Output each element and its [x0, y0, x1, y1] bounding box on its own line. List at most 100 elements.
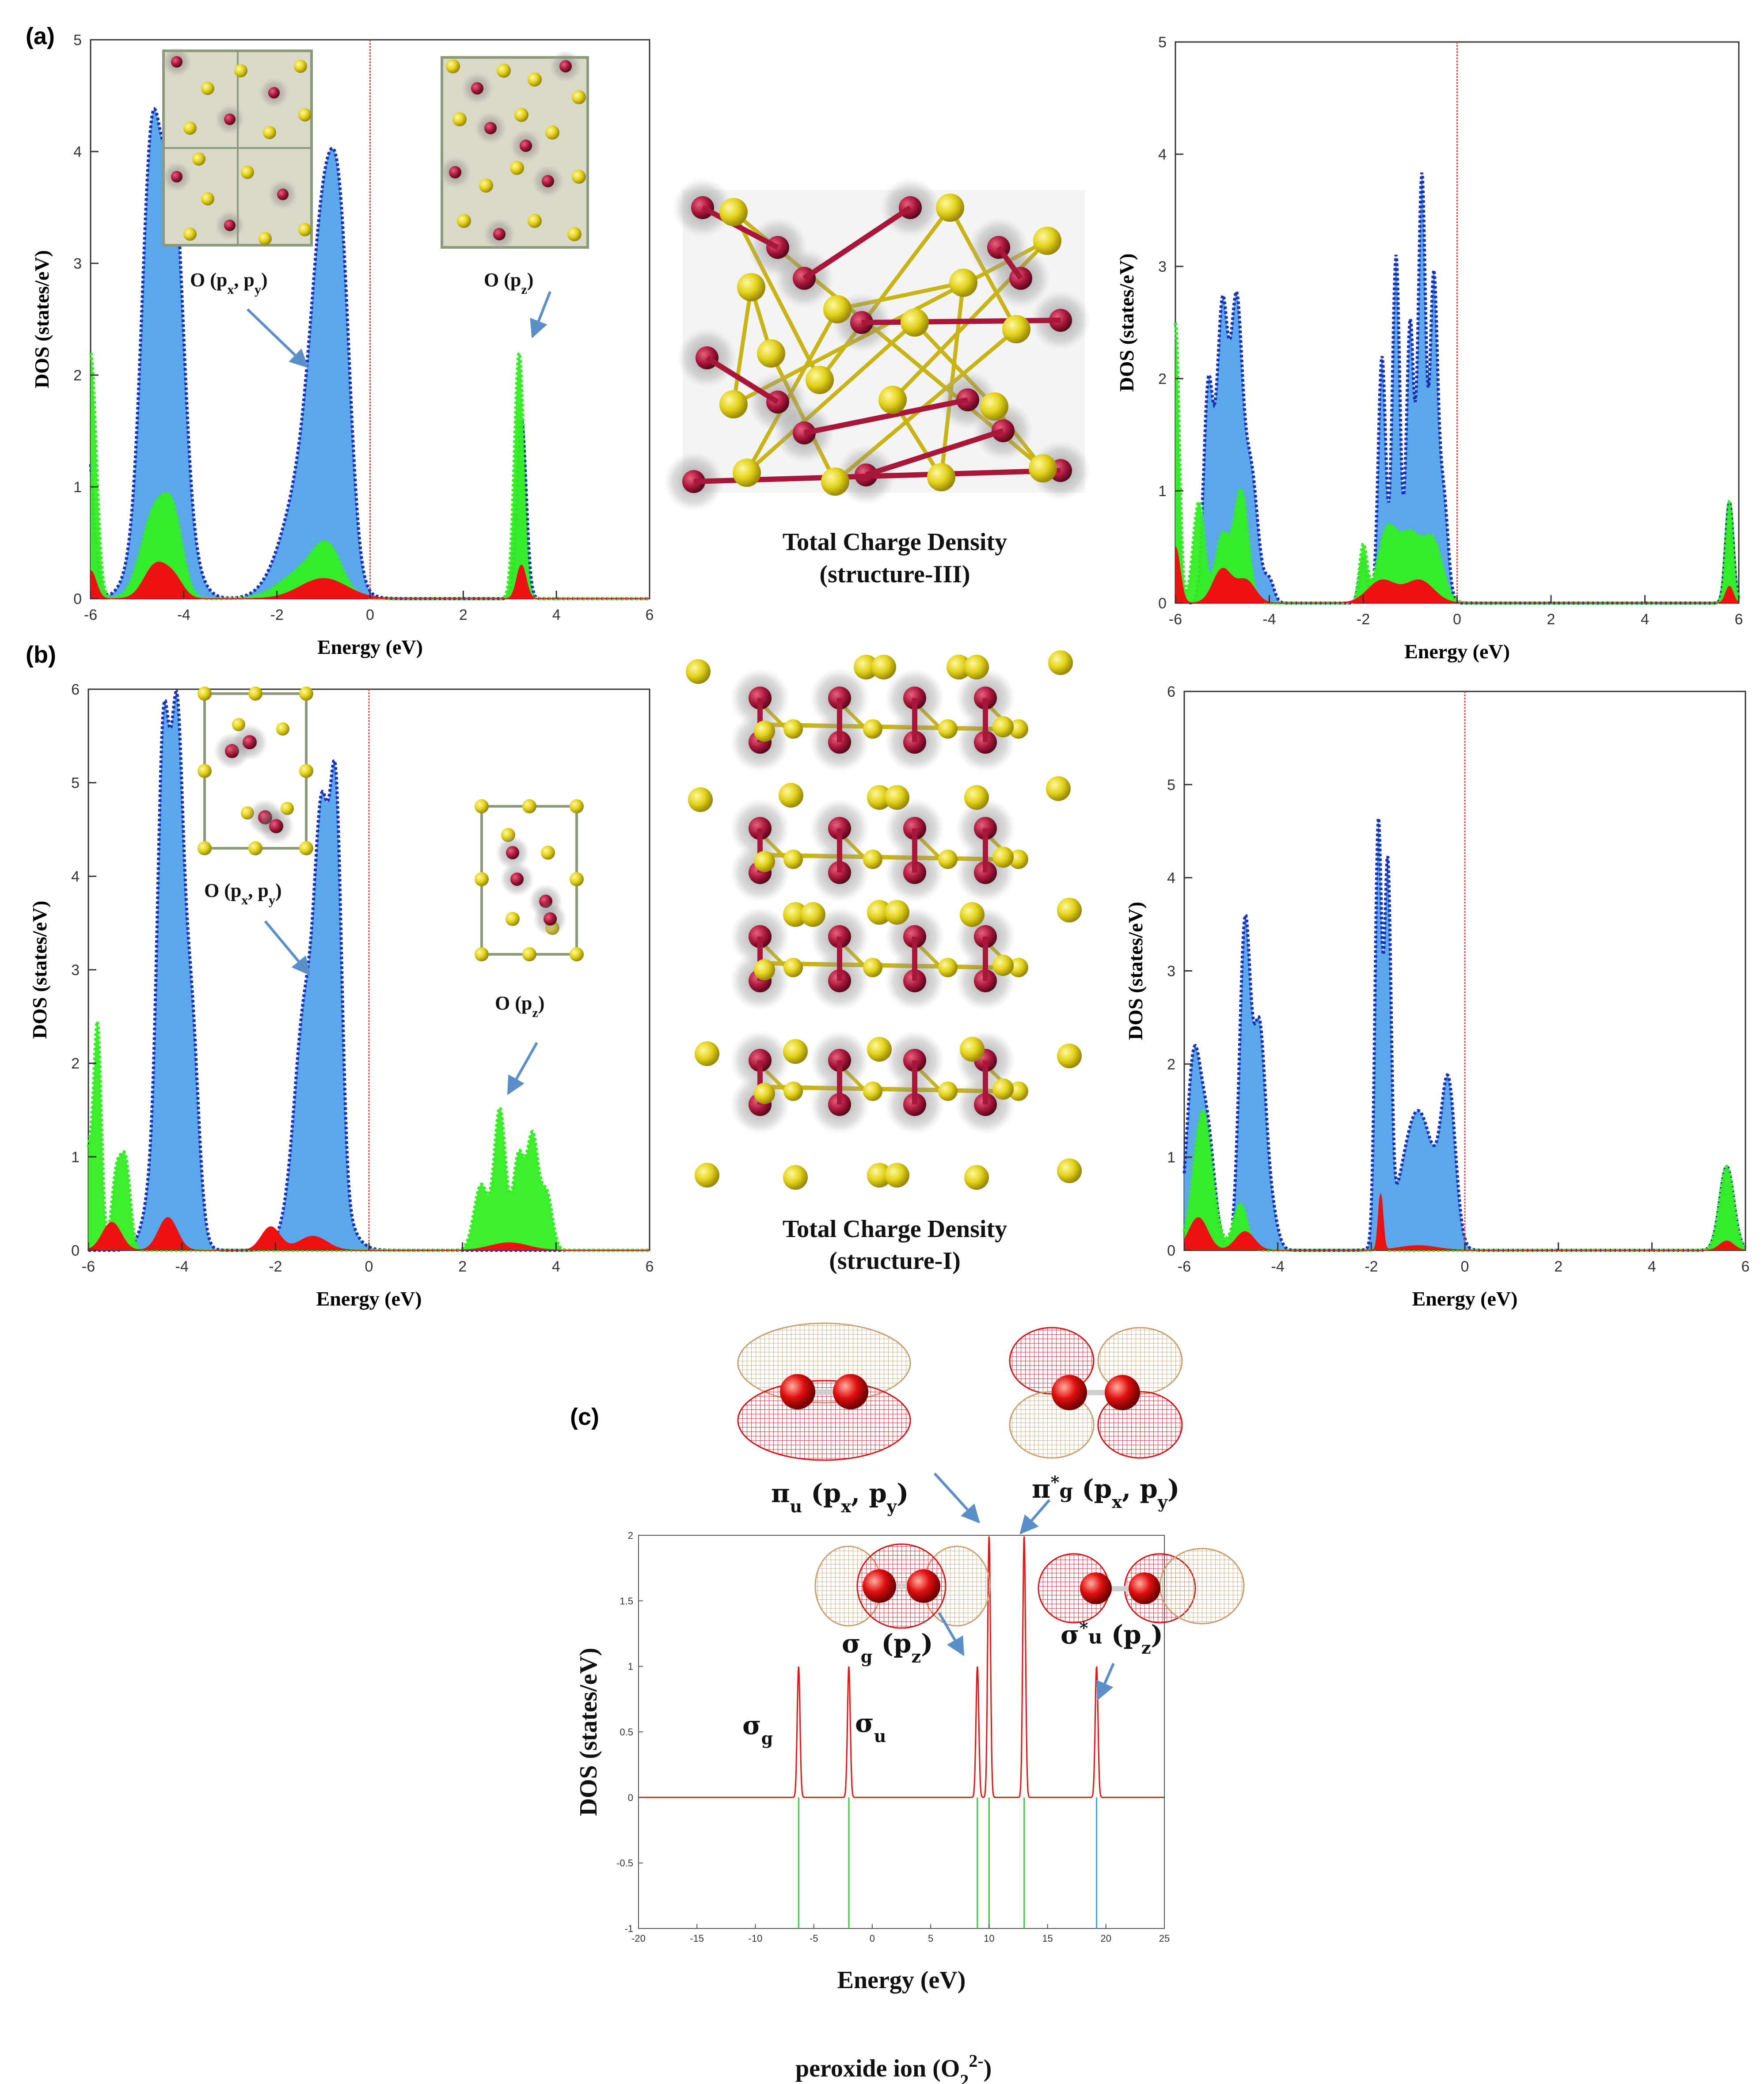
sulfur-atom — [528, 72, 542, 87]
sulfur-atom — [299, 687, 313, 701]
arrow-pi-g — [1019, 1499, 1051, 1535]
sulfur-atom — [294, 60, 307, 73]
sulfur-atom — [863, 1082, 882, 1101]
y-tick-label: 5 — [1167, 777, 1175, 793]
sulfur-atom — [248, 687, 262, 701]
y-tick-label: 2 — [71, 1055, 80, 1072]
x-tick-label: 0 — [1461, 1258, 1469, 1275]
sulfur-atom — [201, 82, 214, 95]
sulfur-atom — [475, 799, 489, 813]
x-tick-label: 6 — [1735, 611, 1743, 628]
sulfur-atom — [497, 64, 511, 78]
y-tick-label: -0.5 — [616, 1858, 633, 1869]
sulfur-atom — [457, 214, 471, 228]
x-tick-label: 2 — [458, 1258, 467, 1275]
oxygen-atom — [493, 228, 506, 240]
oxygen-atom — [559, 60, 572, 72]
sulfur-atom — [754, 721, 775, 742]
charge-structure-III: (structure-III) — [819, 561, 970, 588]
sulfur-atom — [695, 1163, 719, 1188]
sulfur-atom — [1057, 1044, 1082, 1068]
sulfur-atom — [298, 223, 312, 236]
sulfur-atom — [719, 390, 748, 418]
sulfur-atom — [572, 90, 586, 104]
dos-line-total — [1182, 818, 1747, 1252]
oxygen-atom — [544, 912, 557, 926]
dos-spin-up-line — [639, 1536, 1164, 1798]
panel-label-b: (b) — [26, 642, 56, 668]
x-axis-label: Energy (eV) — [1404, 640, 1510, 663]
oxygen-atom — [506, 846, 519, 859]
oxygen-atom — [449, 166, 461, 178]
x-tick-label: -6 — [84, 607, 97, 623]
x-tick-label: 10 — [984, 1933, 994, 1944]
sulfur-atom — [719, 198, 748, 226]
y-tick-label: 0 — [1158, 595, 1167, 612]
sulfur-atom — [863, 850, 882, 869]
x-tick-label: 2 — [1547, 611, 1555, 628]
sulfur-atom — [688, 787, 713, 812]
bond — [705, 355, 779, 405]
sulfur-atom — [867, 785, 892, 810]
sulfur-atom — [276, 722, 289, 736]
y-tick-label: 4 — [71, 868, 80, 885]
x-tick-label: 6 — [1741, 1258, 1750, 1275]
sulfur-atom — [1029, 454, 1057, 482]
sulfur-atom — [733, 459, 761, 487]
dos-fill-red — [91, 562, 650, 599]
x-tick-label: 0 — [366, 607, 374, 623]
sulfur-atom — [964, 655, 989, 679]
x-tick-label: -2 — [269, 1258, 282, 1275]
dos-fill-red — [1175, 547, 1739, 603]
sulfur-atom — [938, 1082, 958, 1101]
sulfur-atom — [1048, 650, 1073, 675]
sulfur-atom — [522, 947, 536, 961]
orbital-sigma-g-pz — [814, 1543, 991, 1629]
arrow-a-pz — [530, 291, 551, 338]
sulfur-atom — [475, 872, 489, 886]
x-axis-label: Energy (eV) — [316, 1287, 422, 1310]
sulfur-atom — [783, 1165, 808, 1190]
sulfur-atom — [885, 900, 909, 925]
y-tick-label: 0 — [73, 591, 82, 607]
y-tick-label: 0 — [71, 1242, 80, 1259]
sulfur-atom — [506, 912, 520, 926]
sulfur-atom — [248, 841, 262, 855]
y-axis-label: DOS (states/eV) — [1115, 254, 1138, 392]
sulfur-atom — [183, 121, 197, 135]
sulfur-atom — [960, 902, 985, 927]
arrow-b-pz — [507, 1042, 538, 1095]
sulfur-atom — [1009, 719, 1028, 739]
sulfur-atom — [863, 719, 882, 739]
sulfur-atom — [964, 785, 989, 810]
sulfur-atom — [867, 1163, 892, 1188]
sulfur-atom — [783, 850, 803, 869]
label-pi-g-star: π*g (px, py) — [1032, 1472, 1179, 1512]
x-tick-label: 6 — [646, 607, 654, 623]
sulfur-atom — [949, 269, 977, 297]
y-tick-label: 2 — [628, 1530, 633, 1541]
label-pi-u: πu (px, py) — [771, 1478, 909, 1516]
x-axis-label: Energy (eV) — [1412, 1287, 1518, 1310]
arrow-a-pxpy — [246, 308, 309, 368]
y-tick-label: 1 — [628, 1661, 633, 1672]
sulfur-atom — [299, 764, 313, 778]
sulfur-atom — [806, 366, 834, 394]
sulfur-atom — [475, 947, 489, 961]
sulfur-atom — [570, 872, 584, 886]
oxygen-atom — [268, 87, 280, 99]
sulfur-atom — [801, 902, 825, 927]
dos-chart-structure-I-right: -6 -4 -2 0 2 4 6 0 1 2 3 4 5 6 Energy (eV) DOS (states/… — [1124, 683, 1749, 1310]
oxygen-atom — [542, 175, 554, 187]
sulfur-atom — [783, 1039, 808, 1064]
dos-fill-green — [88, 1021, 650, 1250]
sulfur-atom — [570, 947, 584, 961]
sulfur-atom — [885, 1163, 909, 1188]
sulfur-atom — [938, 719, 958, 739]
y-axis-label: DOS (states/eV) — [575, 1647, 602, 1816]
sulfur-atom — [754, 851, 775, 872]
y-tick-label: 1 — [71, 1149, 80, 1165]
charge-structure-I: (structure-I) — [829, 1247, 961, 1275]
y-tick-label: 3 — [1167, 963, 1175, 980]
